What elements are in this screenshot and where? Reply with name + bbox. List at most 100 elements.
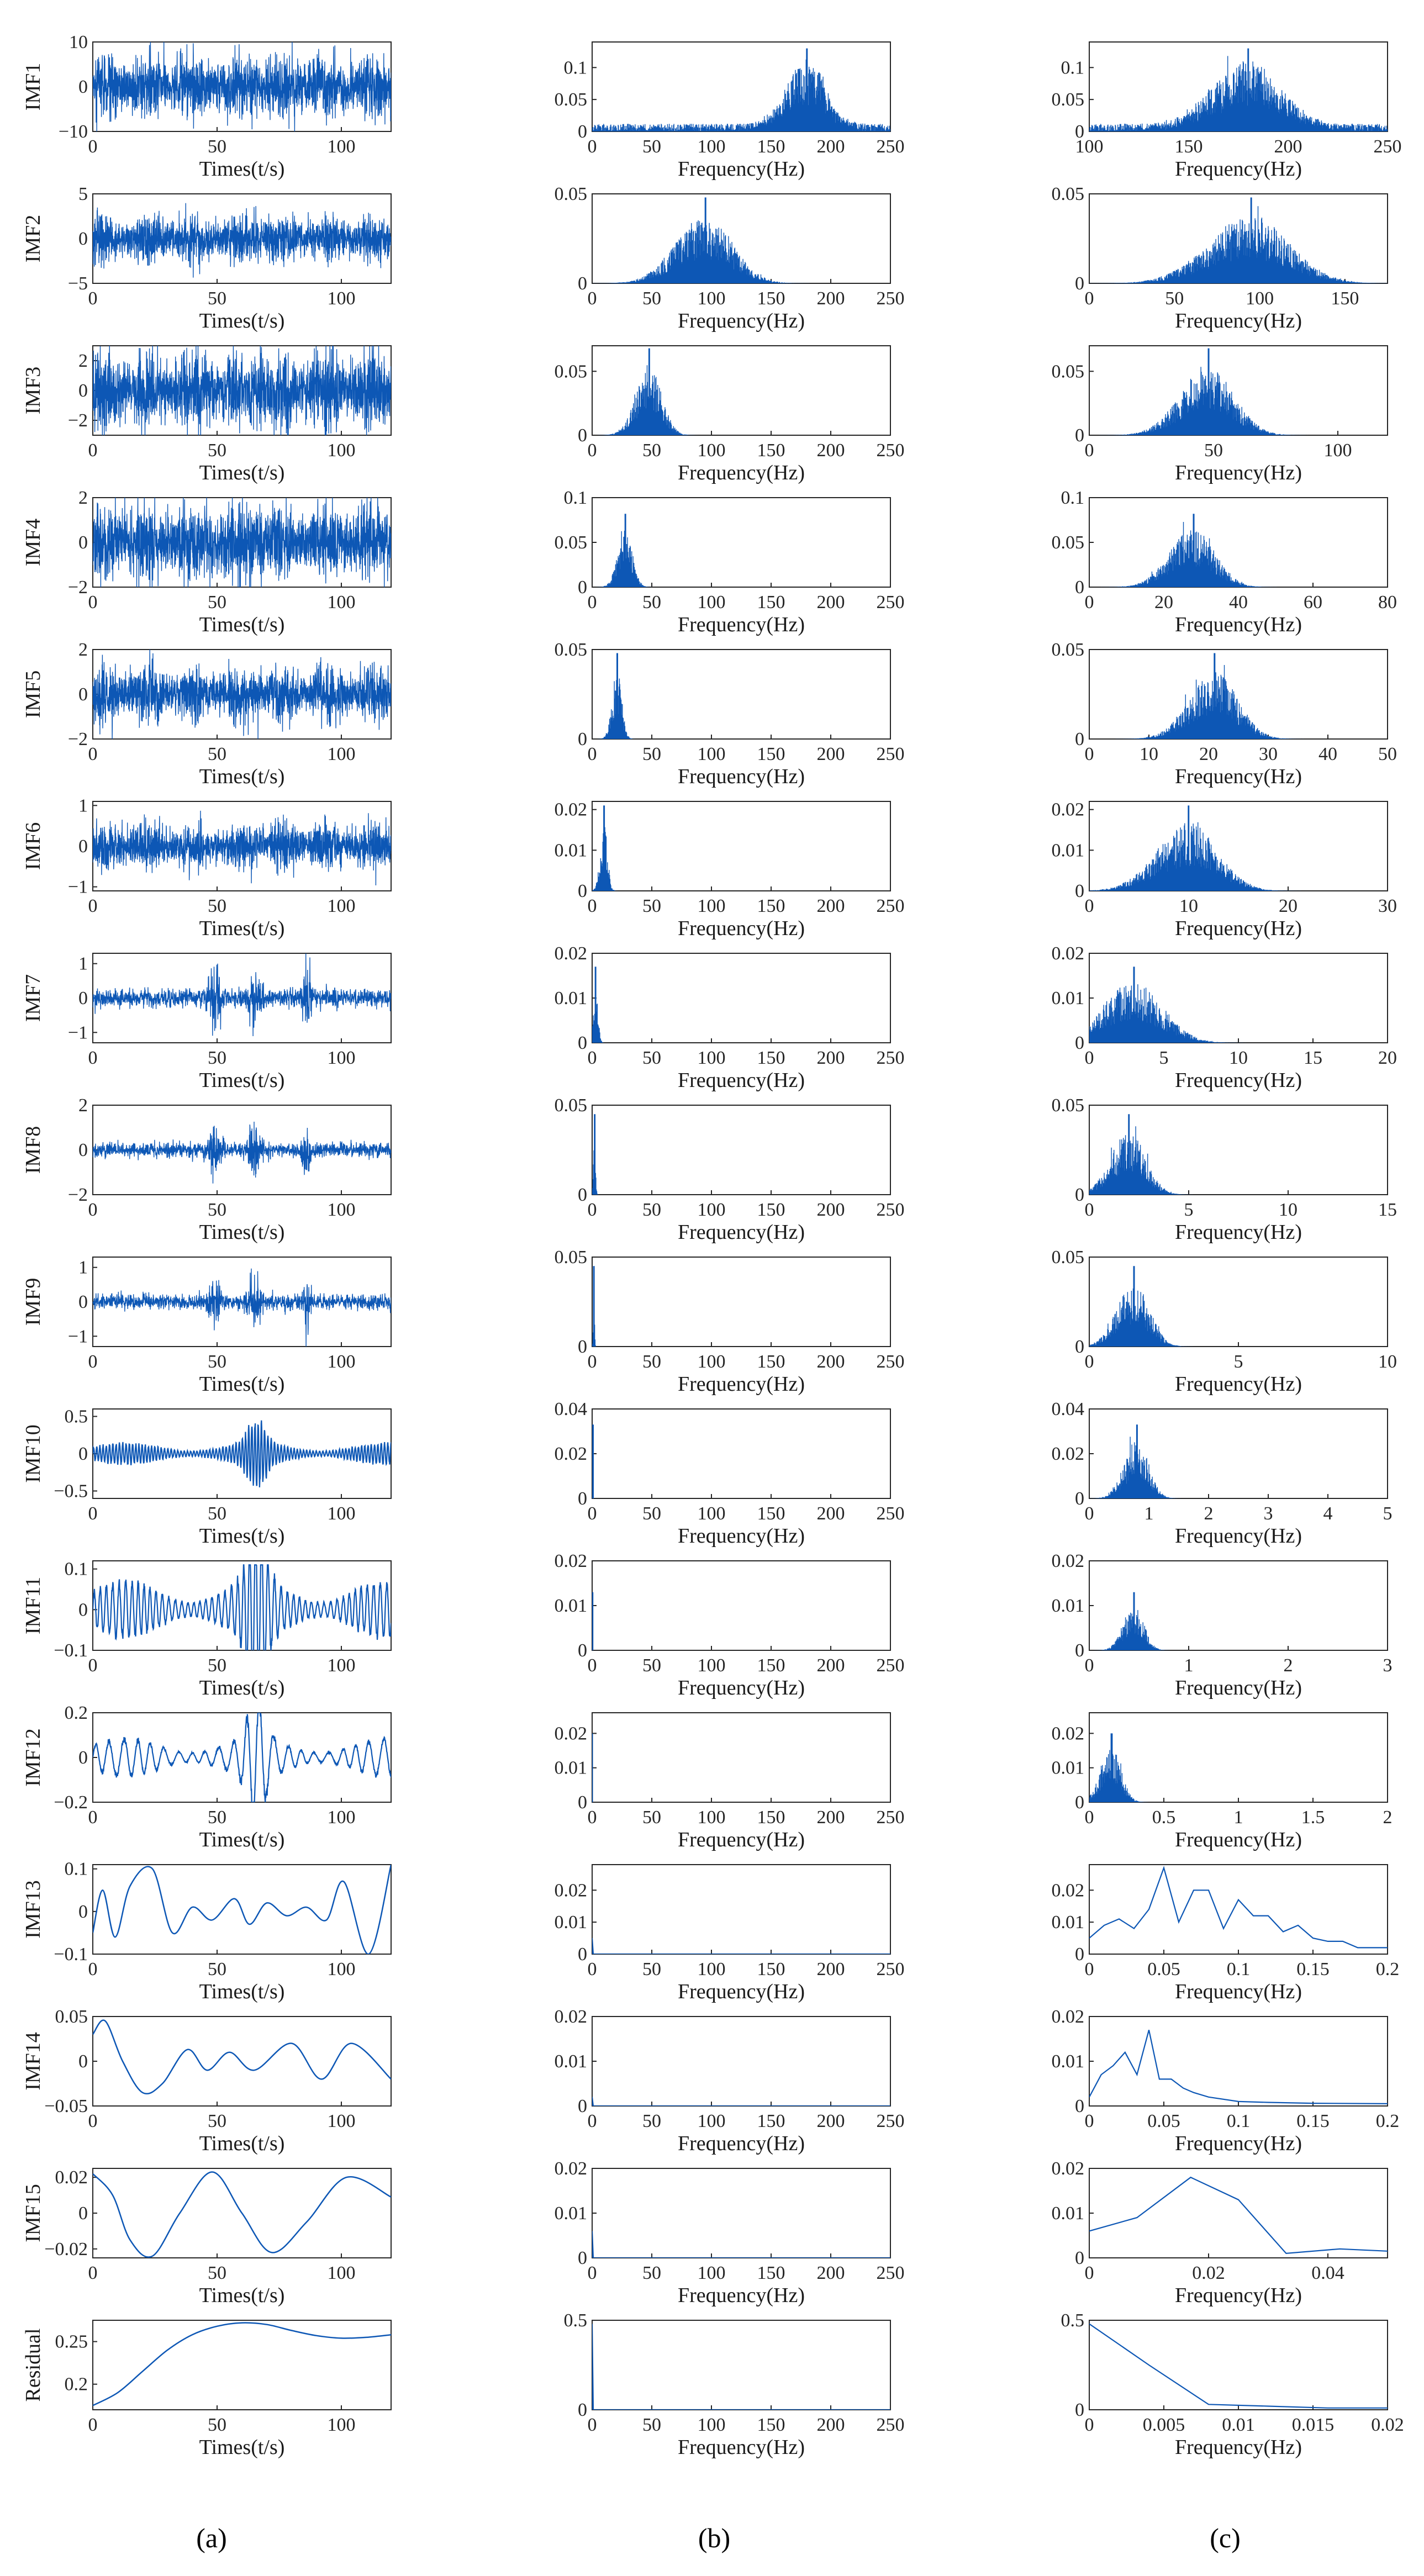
spec-10-ytick-label: 0.01 <box>555 1596 588 1616</box>
time-2-xtick-label: 0 <box>88 440 98 461</box>
spec-2-xtick-label: 100 <box>698 440 726 461</box>
spec-3-xtick-label: 100 <box>698 592 726 613</box>
zoom-5-ytick-label: 0 <box>1075 881 1084 901</box>
zoom-7-xtick-label: 5 <box>1184 1200 1194 1220</box>
spec-13-xtick-label: 100 <box>698 2111 726 2131</box>
spec-1-xtick-label: 250 <box>877 288 905 309</box>
zoom-13-xlabel: Frequency(Hz) <box>1175 2132 1302 2155</box>
zoom-11-axes-frame <box>1089 1712 1388 1803</box>
zoom-15-ytick-label: 0.5 <box>1061 2310 1085 2331</box>
zoom-4-xtick-label: 40 <box>1318 744 1337 764</box>
spec-10-xtick-label: 200 <box>817 1655 845 1676</box>
spec-12-spectrum-line <box>592 1938 890 1954</box>
time-4-ytick-label: 0 <box>78 684 88 705</box>
time-11-xtick-label: 0 <box>88 1807 98 1828</box>
zoom-6-xlabel: Frequency(Hz) <box>1175 1069 1302 1092</box>
zoom-10-ytick-label: 0 <box>1075 1640 1084 1661</box>
spec-14-ytick-label: 0.02 <box>555 2158 588 2179</box>
zoom-10-ytick-label: 0.02 <box>1052 1551 1085 1571</box>
time-3-xlabel: Times(t/s) <box>199 613 285 636</box>
zoom-10-spectrum-bars <box>1094 1592 1170 1650</box>
time-9-ylabel: IMF10 <box>22 1424 45 1483</box>
zoom-13-ytick-label: 0 <box>1075 2096 1084 2116</box>
time-5-xtick-label: 0 <box>88 896 98 916</box>
zoom-2-xtick-label: 50 <box>1204 440 1223 461</box>
spec-11-xtick-label: 0 <box>588 1807 597 1828</box>
time-14-ylabel: IMF15 <box>22 2184 45 2242</box>
time-9-ytick-label: 0 <box>78 1444 88 1464</box>
spec-11-spectrum-bars <box>592 1733 593 1802</box>
zoom-14-ytick-label: 0.02 <box>1052 2158 1085 2179</box>
spec-10-spectrum-bars <box>592 1592 594 1650</box>
spec-8-ytick-label: 0.05 <box>555 1247 588 1268</box>
zoom-15-xlabel: Frequency(Hz) <box>1175 2436 1302 2459</box>
spec-15-xtick-label: 100 <box>698 2415 726 2435</box>
spec-7-ytick-label: 0.05 <box>555 1095 588 1116</box>
spec-8-xtick-label: 250 <box>877 1352 905 1372</box>
time-13-xtick-label: 100 <box>328 2111 356 2131</box>
panel-label-c: (c) <box>1210 2522 1241 2553</box>
spec-14-xtick-label: 50 <box>642 2263 661 2283</box>
spec-2-xtick-label: 150 <box>757 440 785 461</box>
spec-11-ytick-label: 0.01 <box>555 1758 588 1778</box>
zoom-13-ytick-label: 0.02 <box>1052 2007 1085 2027</box>
time-15-ylabel: Residual <box>22 2329 45 2402</box>
zoom-12-xtick-label: 0.15 <box>1296 1959 1330 1979</box>
spec-14-ytick-label: 0 <box>578 2248 587 2268</box>
time-15-xtick-label: 100 <box>328 2415 356 2435</box>
spec-4-ytick-label: 0.05 <box>555 640 588 660</box>
time-1-ytick-label: 0 <box>78 229 88 249</box>
time-7-series-line <box>93 1121 391 1184</box>
time-5-xlabel: Times(t/s) <box>199 917 285 940</box>
zoom-15-xtick-label: 0.005 <box>1143 2415 1185 2435</box>
spec-0-spectrum-bars <box>592 48 890 131</box>
spec-7-xtick-label: 100 <box>698 1200 726 1220</box>
spec-5-xlabel: Frequency(Hz) <box>678 917 805 940</box>
time-15-ytick-label: 0.25 <box>55 2332 88 2352</box>
zoom-15-xtick-label: 0 <box>1085 2415 1094 2435</box>
spec-1-xtick-label: 0 <box>588 288 597 309</box>
spec-13-xtick-label: 200 <box>817 2111 845 2131</box>
spec-12-xtick-label: 250 <box>877 1959 905 1979</box>
zoom-5-ytick-label: 0.02 <box>1052 800 1085 820</box>
time-9-ytick-label: −0.5 <box>54 1481 88 1502</box>
zoom-3-xtick-label: 60 <box>1304 592 1322 613</box>
spec-10-xtick-label: 50 <box>642 1655 661 1676</box>
time-15-xtick-label: 50 <box>208 2415 226 2435</box>
zoom-9-xtick-label: 4 <box>1323 1503 1333 1524</box>
zoom-11-ytick-label: 0 <box>1075 1792 1084 1813</box>
time-3-ytick-label: 0 <box>78 532 88 553</box>
spec-12-ytick-label: 0 <box>578 1944 587 1965</box>
spec-14-spectrum-line <box>592 2231 890 2258</box>
spec-9-xtick-label: 100 <box>698 1503 726 1524</box>
spec-10-axes-frame <box>592 1560 891 1651</box>
zoom-3-ytick-label: 0.1 <box>1061 488 1085 508</box>
time-2-ytick-label: −2 <box>68 410 88 431</box>
time-5-ylabel: IMF6 <box>22 822 45 870</box>
spec-2-xtick-label: 250 <box>877 440 905 461</box>
spec-2-ytick-label: 0.05 <box>555 361 588 382</box>
zoom-14-ytick-label: 0 <box>1075 2248 1084 2268</box>
spec-4-axes-frame <box>592 649 891 740</box>
spec-8-ytick-label: 0 <box>578 1337 587 1357</box>
time-7-ylabel: IMF8 <box>22 1126 45 1174</box>
time-3-xtick-label: 50 <box>208 592 226 613</box>
spec-12-xtick-label: 50 <box>642 1959 661 1979</box>
time-4-ylabel: IMF5 <box>22 671 45 719</box>
time-0-xlabel: Times(t/s) <box>199 157 285 181</box>
zoom-0-xtick-label: 200 <box>1274 136 1302 157</box>
time-8-xtick-label: 100 <box>328 1352 356 1372</box>
spec-15-xtick-label: 200 <box>817 2415 845 2435</box>
zoom-2-spectrum-bars <box>1099 348 1308 435</box>
time-5-ytick-label: 0 <box>78 836 88 857</box>
zoom-6-spectrum-bars <box>1089 967 1246 1043</box>
spec-13-ytick-label: 0.01 <box>555 2051 588 2072</box>
time-13-xlabel: Times(t/s) <box>199 2132 285 2155</box>
time-12-xtick-label: 50 <box>208 1959 226 1979</box>
spec-4-xlabel: Frequency(Hz) <box>678 765 805 788</box>
